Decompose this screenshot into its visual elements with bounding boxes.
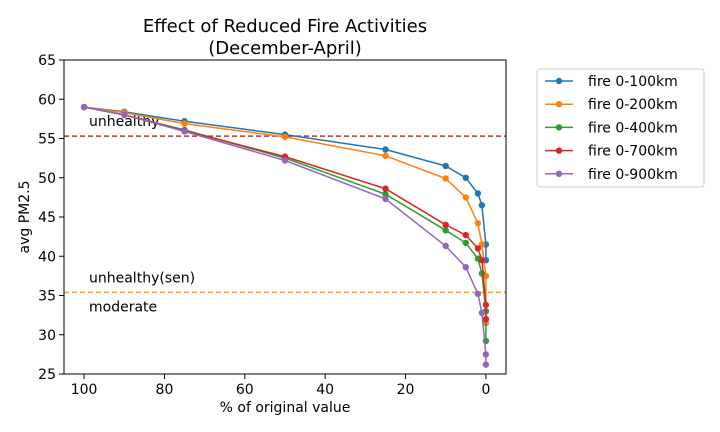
- series-0-point-4: [382, 146, 389, 153]
- series-3-point-5: [442, 221, 449, 228]
- series-3-point-4: [382, 185, 389, 192]
- series-4-point-0: [80, 103, 88, 111]
- y-tick-label-1: 30: [38, 328, 56, 344]
- series-1-point-5: [442, 175, 449, 182]
- legend-swatch-marker-4: [555, 170, 563, 177]
- series-1-point-3: [281, 133, 289, 141]
- y-tick-label-8: 65: [38, 53, 56, 69]
- series-3-point-6: [462, 231, 469, 239]
- series-3-point-7: [474, 245, 482, 252]
- legend-label-3: fire 0-700km: [588, 144, 678, 160]
- series-4-point-3: [281, 157, 289, 164]
- series-1-point-7: [474, 220, 482, 227]
- y-tick-label-4: 45: [38, 210, 56, 226]
- legend-label-0: fire 0-100km: [588, 74, 678, 90]
- x-tick-label-5: 0: [481, 382, 490, 398]
- plot-frame: [63, 59, 507, 375]
- reference-label-below-1: moderate: [89, 299, 157, 315]
- series-2-point-6: [462, 239, 469, 247]
- series-3-point-8: [478, 257, 486, 264]
- legend: fire 0-100km fire 0-200km fire 0-400km fire…: [536, 68, 705, 188]
- reference-label-above-0: unhealthy: [89, 114, 159, 130]
- series-1-point-6: [462, 194, 469, 201]
- series-4-point-2: [181, 128, 188, 135]
- series-0-point-5: [442, 162, 449, 170]
- x-tick-label-0: 100: [71, 382, 98, 398]
- series-line-4: [83, 106, 487, 365]
- legend-label-4: fire 0-900km: [588, 167, 678, 183]
- y-tick-label-2: 35: [38, 289, 56, 305]
- series-3-point-10: [482, 315, 490, 323]
- series-4-point-5: [442, 242, 449, 250]
- y-tick-label-5: 50: [38, 171, 56, 187]
- series-4-point-7: [474, 290, 482, 298]
- series-4-point-1: [121, 111, 128, 119]
- y-tick-label-7: 60: [38, 92, 56, 108]
- x-tick-label-3: 40: [316, 382, 334, 398]
- x-axis-label: % of original value: [220, 400, 351, 416]
- legend-swatch-marker-3: [555, 147, 563, 154]
- series-3-point-9: [482, 301, 490, 309]
- legend-swatch-marker-1: [555, 101, 563, 108]
- y-tick-label-0: 25: [38, 367, 56, 383]
- x-tick-label-2: 60: [236, 382, 254, 398]
- series-4-point-6: [462, 264, 469, 271]
- legend-frame: [536, 68, 705, 188]
- series-4-point-8: [478, 309, 486, 316]
- y-tick-label-3: 40: [38, 249, 56, 265]
- chart-title: Effect of Reduced Fire Activities: [143, 16, 427, 37]
- series-2-point-8: [478, 270, 486, 277]
- x-tick-label-4: 20: [397, 382, 415, 398]
- legend-swatch-marker-0: [555, 77, 563, 85]
- axis-ticks: 100 80 60 40 20 0 25 30 35 40 45 50 55 60 65: [38, 53, 490, 398]
- reference-label-above-1: unhealthy(sen): [89, 270, 195, 286]
- chart-subtitle: (December-April): [208, 38, 361, 59]
- series-4-point-10: [482, 361, 490, 368]
- series-4-point-4: [382, 195, 389, 203]
- series-2-point-5: [442, 227, 449, 234]
- legend-label-2: fire 0-400km: [588, 120, 678, 136]
- y-tick-label-6: 55: [38, 132, 56, 148]
- legend-swatch-marker-2: [555, 124, 563, 131]
- series-1-point-8: [478, 241, 486, 248]
- series-2-point-4: [382, 191, 389, 198]
- legend-label-1: fire 0-200km: [588, 97, 678, 113]
- series-1-point-4: [382, 152, 389, 159]
- plot-area: unhealthy unhealthy(sen) moderate: [64, 103, 506, 368]
- series-4-point-9: [482, 351, 490, 358]
- series-0-point-6: [462, 174, 469, 181]
- x-tick-label-1: 80: [156, 382, 174, 398]
- series-1-point-2: [181, 120, 188, 127]
- series-0-point-8: [478, 202, 486, 209]
- series-0-point-7: [474, 190, 482, 197]
- y-axis-label: avg PM2.5: [17, 181, 33, 254]
